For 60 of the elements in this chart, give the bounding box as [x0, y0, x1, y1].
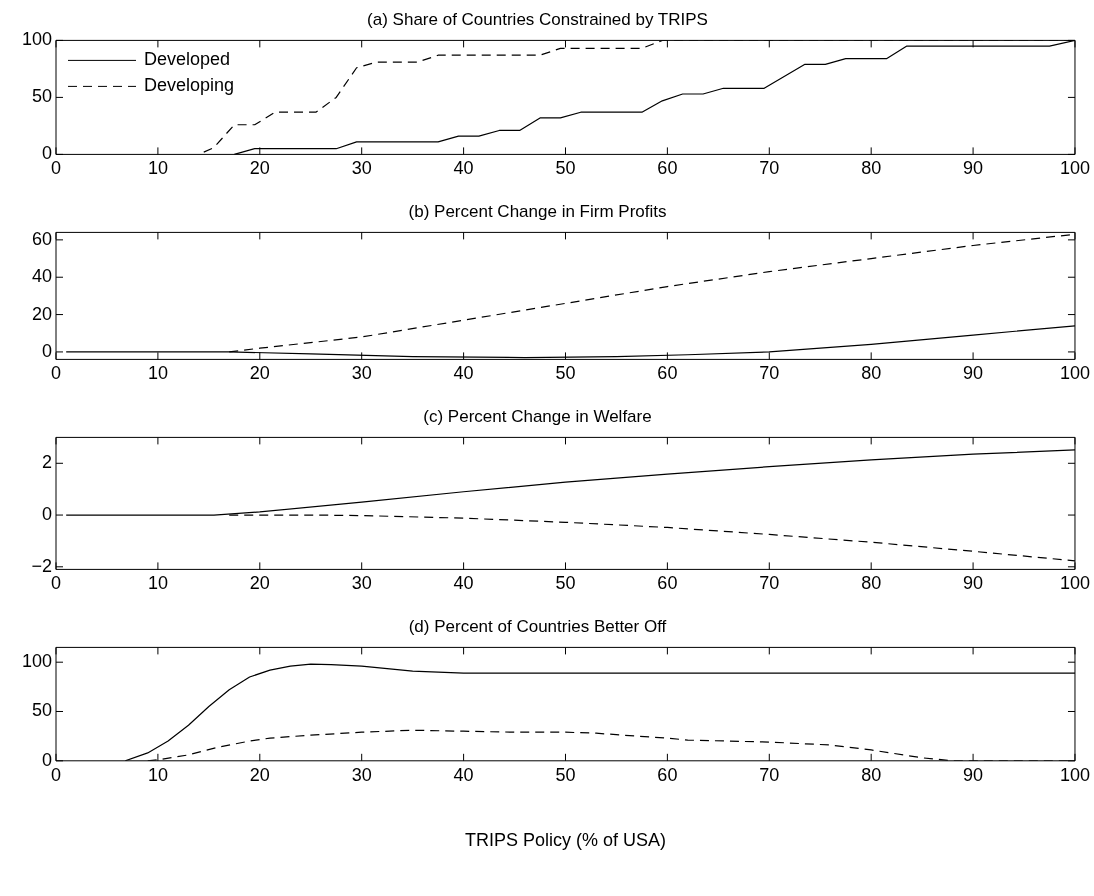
- y-tick-label: 0: [41, 504, 52, 525]
- x-tick-label: 20: [249, 764, 270, 785]
- x-tick-label: 70: [759, 573, 780, 594]
- y-tick-label: 100: [21, 29, 52, 50]
- x-tick-label: 10: [147, 573, 168, 594]
- y-tick-label: 40: [31, 266, 52, 287]
- x-tick-label: 40: [453, 764, 474, 785]
- x-tick-label: 20: [249, 363, 270, 384]
- y-tick-label: 50: [31, 700, 52, 721]
- x-tick-label: 100: [1059, 158, 1091, 179]
- x-tick-label: 40: [453, 573, 474, 594]
- chart-title: (c) Percent Change in Welfare: [423, 406, 652, 426]
- chart-title: (a) Share of Countries Constrained by TRIPS: [367, 9, 708, 29]
- x-tick-label: 80: [861, 158, 882, 179]
- x-tick-label: 40: [453, 363, 474, 384]
- x-tick-label: 90: [963, 573, 984, 594]
- x-tick-label: 70: [759, 158, 780, 179]
- x-tick-label: 60: [657, 573, 678, 594]
- x-tick-label: 20: [249, 158, 270, 179]
- y-tick-label: 0: [41, 143, 52, 164]
- x-tick-label: 50: [555, 573, 576, 594]
- x-tick-label: 70: [759, 363, 780, 384]
- x-tick-label: 50: [555, 363, 576, 384]
- x-tick-label: 60: [657, 158, 678, 179]
- y-tick-label: 20: [31, 303, 52, 324]
- y-tick-label: 100: [21, 651, 52, 672]
- x-tick-label: 30: [351, 158, 372, 179]
- y-tick-label: 60: [31, 228, 52, 249]
- x-tick-label: 80: [861, 363, 882, 384]
- x-tick-label: 90: [963, 363, 984, 384]
- x-tick-label: 80: [861, 764, 882, 785]
- x-tick-label: 40: [453, 158, 474, 179]
- x-tick-label: 30: [351, 363, 372, 384]
- y-tick-label: 0: [41, 340, 52, 361]
- x-tick-label: 100: [1059, 764, 1091, 785]
- x-tick-label: 60: [657, 363, 678, 384]
- y-tick-label: −2: [31, 555, 52, 576]
- x-tick-label: 20: [249, 573, 270, 594]
- x-tick-label: 10: [147, 764, 168, 785]
- x-tick-label: 100: [1059, 573, 1091, 594]
- chart-title: (b) Percent Change in Firm Profits: [408, 201, 667, 221]
- x-tick-label: 70: [759, 764, 780, 785]
- x-tick-label: 10: [147, 363, 168, 384]
- x-tick-label: 30: [351, 573, 372, 594]
- legend-label: Developed: [144, 49, 231, 70]
- y-tick-label: 2: [41, 452, 52, 473]
- x-tick-label: 50: [555, 764, 576, 785]
- y-tick-label: 0: [41, 749, 52, 770]
- x-tick-label: 10: [147, 158, 168, 179]
- x-tick-label: 30: [351, 764, 372, 785]
- legend-label: Developing: [144, 75, 235, 96]
- x-tick-label: 90: [963, 158, 984, 179]
- x-tick-label: 90: [963, 764, 984, 785]
- x-tick-label: 50: [555, 158, 576, 179]
- x-tick-label: 100: [1059, 363, 1091, 384]
- y-tick-label: 50: [31, 86, 52, 107]
- chart-title: (d) Percent of Countries Better Off: [408, 616, 667, 636]
- x-tick-label: 80: [861, 573, 882, 594]
- x-axis-title: TRIPS Policy (% of USA): [464, 830, 667, 851]
- x-tick-label: 60: [657, 764, 678, 785]
